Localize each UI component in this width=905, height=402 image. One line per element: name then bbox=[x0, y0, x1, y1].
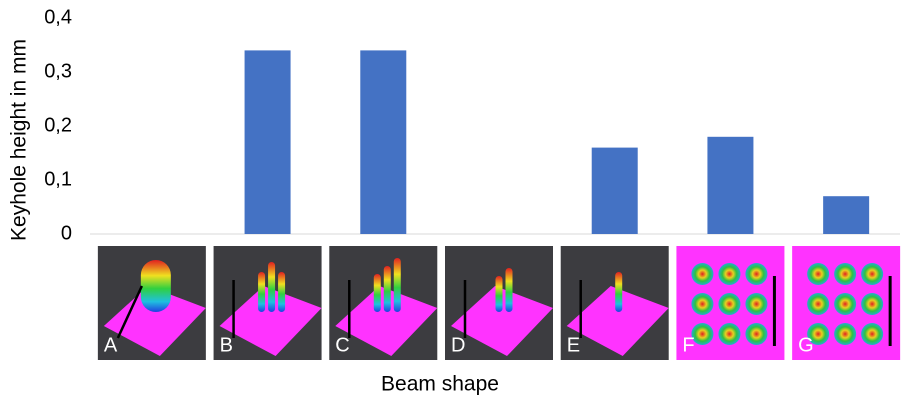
beam-spot bbox=[861, 323, 883, 345]
beam-spot bbox=[807, 293, 829, 315]
beam-spot bbox=[691, 263, 713, 285]
beam-peak bbox=[278, 272, 285, 312]
page: Keyhole height in mm Beam shape 0 0,1 0,2 0… bbox=[0, 0, 905, 402]
beam-spot bbox=[718, 263, 740, 285]
beam-panel: F bbox=[676, 246, 784, 360]
y-tick-label: 0 bbox=[61, 222, 72, 244]
x-tick-label: F bbox=[682, 334, 694, 356]
beam-spot bbox=[691, 323, 713, 345]
y-tick-label: 0,1 bbox=[44, 168, 72, 190]
beam-panel: E bbox=[561, 246, 669, 360]
chart: Keyhole height in mm Beam shape 0 0,1 0,2 0… bbox=[0, 0, 905, 402]
x-tick-label: C bbox=[335, 334, 349, 356]
beam-peak bbox=[615, 272, 622, 312]
bar bbox=[823, 196, 869, 234]
beam-peak bbox=[506, 268, 513, 312]
beam-spot bbox=[834, 323, 856, 345]
beam-spot bbox=[691, 293, 713, 315]
x-tick-label: G bbox=[798, 334, 814, 356]
x-tick-label: E bbox=[567, 334, 580, 356]
beam-panel: B bbox=[214, 246, 322, 360]
x-tick-label: B bbox=[220, 334, 233, 356]
beam-spot bbox=[745, 293, 767, 315]
beam-panel: D bbox=[445, 246, 553, 360]
beam-peak bbox=[268, 262, 275, 312]
beam-spot bbox=[834, 293, 856, 315]
bar bbox=[245, 50, 291, 234]
beam-peak bbox=[496, 276, 503, 312]
x-tick-label: D bbox=[451, 334, 465, 356]
y-tick-label: 0,3 bbox=[44, 60, 72, 82]
beam-spot bbox=[718, 323, 740, 345]
beam-panel: G bbox=[792, 246, 900, 360]
beam-spot bbox=[718, 293, 740, 315]
beam-spot bbox=[861, 293, 883, 315]
beam-peak bbox=[394, 258, 401, 312]
bar bbox=[592, 148, 638, 234]
x-axis-title: Beam shape bbox=[381, 373, 499, 396]
beam-spot bbox=[861, 263, 883, 285]
beam-spot bbox=[807, 263, 829, 285]
bar bbox=[360, 50, 406, 234]
beam-panel: C bbox=[329, 246, 437, 360]
beam-spot bbox=[834, 263, 856, 285]
beam-peak bbox=[141, 260, 171, 312]
beam-spot bbox=[745, 263, 767, 285]
beam-panel: A bbox=[98, 246, 206, 360]
beam-peak bbox=[258, 272, 265, 312]
x-tick-label: A bbox=[104, 334, 118, 356]
beam-spot bbox=[745, 323, 767, 345]
beam-peak bbox=[374, 274, 381, 312]
beam-peak bbox=[384, 266, 391, 312]
y-tick-label: 0,2 bbox=[44, 114, 72, 136]
y-axis-title: Keyhole height in mm bbox=[8, 39, 31, 241]
bar bbox=[707, 137, 753, 234]
y-tick-label: 0,4 bbox=[44, 6, 72, 28]
